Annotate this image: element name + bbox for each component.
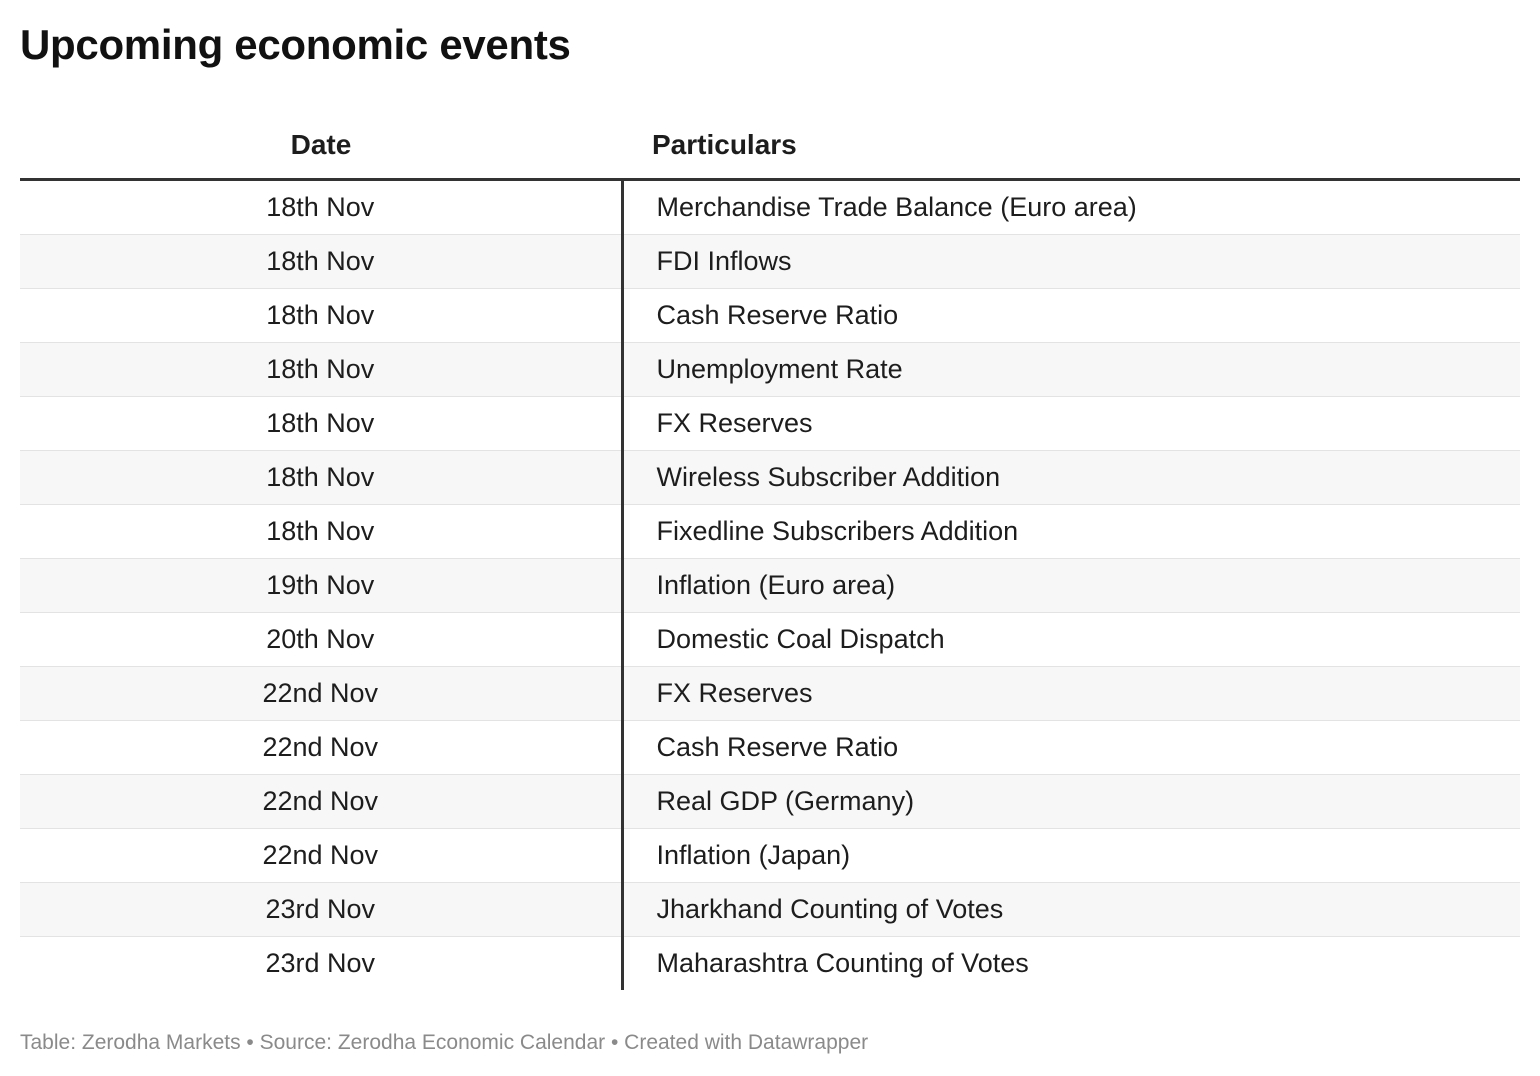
row-particulars-cell: Maharashtra Counting of Votes — [656, 948, 1029, 978]
row-date-cell: 22nd Nov — [20, 666, 624, 721]
table-row: 22nd Nov Cash Reserve Ratio — [20, 720, 1520, 775]
table-row: 18th Nov FDI Inflows — [20, 234, 1520, 289]
table-row: 18th Nov FX Reserves — [20, 396, 1520, 451]
row-particulars-cell: Cash Reserve Ratio — [622, 288, 1520, 343]
table-row: 19th Nov Inflation (Euro area) — [20, 558, 1520, 613]
row-particulars-cell: Wireless Subscriber Addition — [622, 450, 1520, 505]
table-row: 22nd Nov Real GDP (Germany) — [20, 774, 1520, 829]
row-date-cell: 18th Nov — [20, 342, 624, 397]
row-date-cell: 18th Nov — [20, 234, 624, 289]
row-date-cell: 20th Nov — [20, 612, 624, 667]
row-particulars-cell: Real GDP (Germany) — [622, 774, 1520, 829]
table-row: 18th Nov Merchandise Trade Balance (Euro … — [20, 179, 1520, 235]
row-particulars-cell: Jharkhand Counting of Votes — [622, 882, 1520, 937]
table-header: Date Particulars — [20, 112, 1520, 181]
row-date-cell: 23rd Nov — [20, 936, 624, 990]
row-date-cell: 23rd Nov — [20, 882, 624, 937]
row-date-cell: 22nd Nov — [20, 828, 624, 883]
table-row: 18th Nov Cash Reserve Ratio — [20, 288, 1520, 343]
row-particulars-cell: Inflation (Euro area) — [622, 558, 1520, 613]
source-footer: Table: Zerodha Markets • Source: Zerodha… — [20, 1031, 869, 1054]
row-date-cell: 18th Nov — [20, 504, 624, 559]
row-date-cell: 22nd Nov — [20, 774, 624, 829]
row-particulars-cell: FX Reserves — [622, 666, 1520, 721]
table-row: 18th Nov Fixedline Subscribers Addition — [20, 504, 1520, 559]
row-particulars-cell: Merchandise Trade Balance (Euro area) — [622, 179, 1520, 235]
row-particulars-cell: Domestic Coal Dispatch — [622, 612, 1520, 667]
row-particulars-cell: FX Reserves — [622, 396, 1520, 451]
column-header-particulars[interactable]: Particulars — [622, 112, 1520, 181]
table-row: 18th Nov Unemployment Rate — [20, 342, 1520, 397]
row-particulars-cell: FDI Inflows — [622, 234, 1520, 289]
row-date-cell: 19th Nov — [20, 558, 624, 613]
table-row: 23rd Nov Maharashtra Counting of Votes — [20, 936, 1520, 990]
row-date-cell: 22nd Nov — [20, 720, 624, 775]
row-date-cell: 18th Nov — [20, 179, 624, 235]
table-row: 22nd Nov Inflation (Japan) — [20, 828, 1520, 883]
table-row: 18th Nov Wireless Subscriber Addition — [20, 450, 1520, 505]
row-particulars-cell: Unemployment Rate — [622, 342, 1520, 397]
row-particulars-cell: Cash Reserve Ratio — [622, 720, 1520, 775]
row-date-cell: 18th Nov — [20, 288, 624, 343]
header-row: Date Particulars — [20, 112, 1520, 181]
page-title: Upcoming economic events — [20, 21, 571, 68]
row-particulars-cell: Fixedline Subscribers Addition — [622, 504, 1520, 559]
row-date-cell: 18th Nov — [20, 450, 624, 505]
table-body: 18th Nov Merchandise Trade Balance (Euro … — [20, 179, 1520, 990]
events-table-container: Date Particulars 18th Nov Merchandise Tra… — [20, 112, 1520, 990]
table-row: 20th Nov Domestic Coal Dispatch — [20, 612, 1520, 667]
row-particulars-cell: Inflation (Japan) — [622, 828, 1520, 883]
table-row: 23rd Nov Jharkhand Counting of Votes — [20, 882, 1520, 937]
column-header-date[interactable]: Date — [20, 112, 622, 181]
row-date-cell: 18th Nov — [20, 396, 624, 451]
table-row: 22nd Nov FX Reserves — [20, 666, 1520, 721]
events-table: Date Particulars 18th Nov Merchandise Tra… — [20, 112, 1520, 990]
